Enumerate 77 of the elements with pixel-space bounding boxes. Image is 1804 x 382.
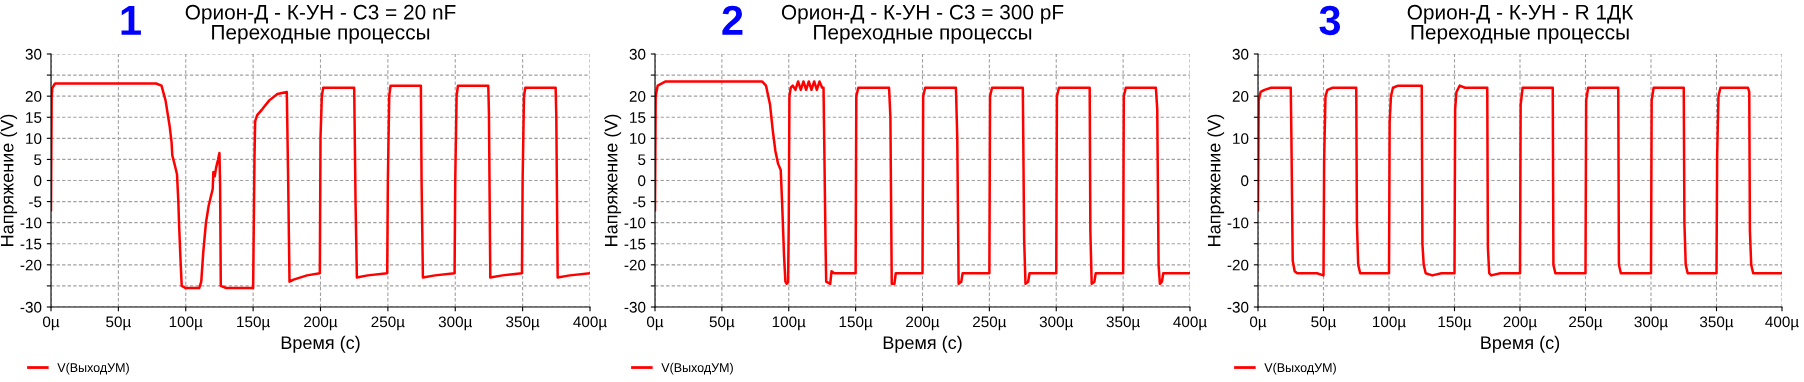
x-tick-label: 150µ [839,316,873,331]
chart-title: Орион-Д - К-УН - C3 = 20 nF [185,4,456,24]
x-axis-title: Время (с) [1481,335,1560,353]
chart-subtitle: Переходные процессы [1411,25,1629,44]
text: 2 [722,5,743,35]
legend-label: V(ВыходУМ) [1264,362,1336,375]
x-axis-title: Время (с) [281,335,360,353]
x-tick-label: 400µ [1765,316,1799,331]
y-tick-label: 10 [1233,133,1249,145]
x-tick-label: 200µ [906,316,940,331]
x-tick-label: 50µ [709,316,735,331]
y-tick-label: -5 [633,196,646,208]
y-tick-label: -10 [1227,217,1249,229]
x-tick-label: 400µ [573,316,607,331]
y-tick-label: -15 [624,238,646,250]
y-axis-title: Напряжение (V) [1207,114,1225,246]
y-tick-label: 10 [26,133,42,145]
y-tick-label: -20 [1227,259,1249,271]
line-series [1258,84,1782,277]
x-tick-label: 300µ [1634,316,1668,331]
text: 1 [121,6,141,35]
x-tick-label: 50µ [1311,316,1337,331]
x-tick-label: 0µ [42,316,60,331]
x-axis-title: Время (с) [883,335,962,353]
x-tick-label: 300µ [438,316,473,331]
x-tick-label: 150µ [237,316,270,331]
y-axis-title: Напряжение (V) [0,114,18,246]
y-tick-label: 30 [1232,48,1249,60]
y-tick-label: 0 [1241,175,1249,187]
y-tick-label: 0 [638,175,646,187]
y-tick-label: -15 [20,238,42,250]
y-tick-label: 20 [1232,91,1249,102]
y-tick-label: 5 [34,154,42,166]
chart-subtitle: Переходные процессы [814,25,1032,44]
x-tick-label: 200µ [1503,316,1537,331]
x-tick-label: 100µ [772,316,806,331]
x-tick-label: 250µ [1569,316,1603,331]
x-tick-label: 50µ [106,316,131,331]
y-tick-label: 20 [629,91,646,102]
y-tick-label: 30 [25,48,42,60]
chart-title: Орион-Д - К-УН - R 1ДК [1407,4,1634,24]
x-tick-label: 250µ [973,316,1007,331]
y-tick-label: 0 [34,175,42,187]
line-series [51,82,590,290]
y-tick-label: 30 [629,48,646,60]
y-tick-label: 20 [25,91,42,102]
y-tick-label: -30 [1227,301,1249,313]
x-tick-label: 250µ [371,316,405,331]
y-tick-label: -20 [20,259,42,271]
y-tick-label: 15 [26,112,42,123]
x-tick-label: 100µ [169,316,203,331]
line-series [655,80,1190,286]
x-tick-label: 350µ [1699,316,1734,331]
x-tick-label: 200µ [304,316,338,331]
x-tick-label: 300µ [1039,316,1074,331]
chart-title: Орион-Д - К-УН - C3 = 300 pF [781,4,1064,24]
y-tick-label: -10 [20,217,42,229]
x-tick-label: 350µ [1106,316,1140,331]
y-tick-label: -10 [624,217,646,229]
y-tick-label: -30 [20,301,42,313]
x-tick-label: 150µ [1438,316,1472,331]
y-tick-label: -5 [29,196,42,208]
x-tick-label: 0µ [1249,316,1267,331]
y-tick-label: -30 [624,301,646,313]
y-tick-label: -20 [624,259,646,271]
y-tick-label: 15 [630,112,646,123]
x-tick-label: 0µ [646,316,664,331]
y-tick-label: 10 [630,133,646,145]
text: 3 [1319,5,1341,36]
legend-label: V(ВыходУМ) [57,362,129,375]
x-tick-label: 350µ [506,316,540,331]
y-tick-label: 5 [638,154,646,166]
y-axis-title: Напряжение (V) [604,114,622,246]
x-tick-label: 400µ [1173,316,1207,331]
legend-label: V(ВыходУМ) [661,362,733,375]
chart-subtitle: Переходные процессы [212,25,430,44]
x-tick-label: 100µ [1373,316,1406,331]
